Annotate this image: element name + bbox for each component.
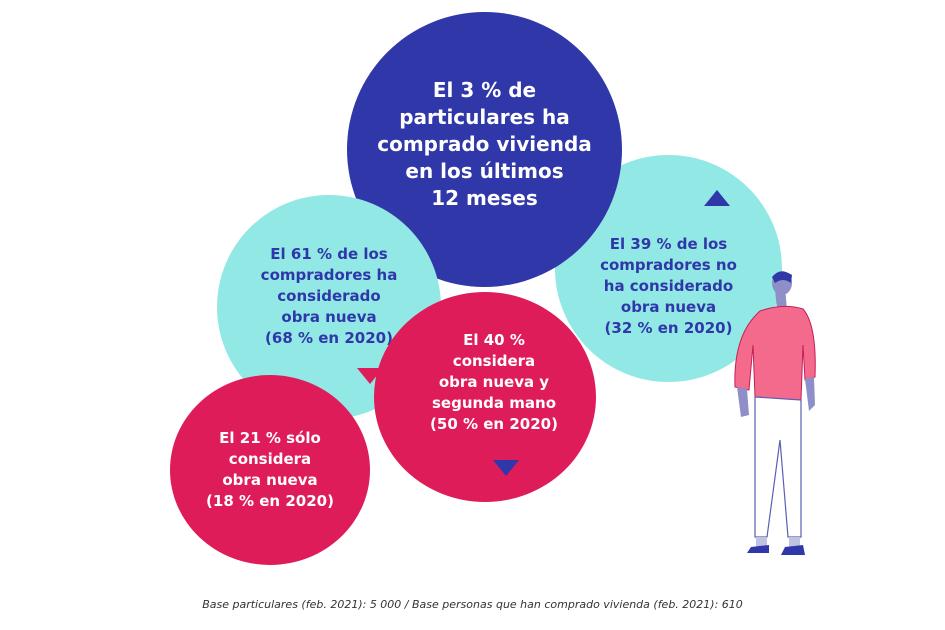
bubble-text: El 21 % sólo considera obra nueva (18 % … — [206, 429, 334, 510]
bubble-not-considered-new: El 39 % de los compradores no ha conside… — [555, 155, 782, 382]
footnote: Base particulares (feb. 2021): 5 000 / B… — [202, 598, 743, 611]
triangle-up-icon — [704, 190, 730, 206]
triangle-down-icon — [493, 460, 519, 476]
bubble-text: El 3 % de particulares ha comprado vivie… — [377, 78, 592, 210]
bubble-new-and-second-hand: El 40 % considera obra nueva y segunda m… — [374, 292, 596, 502]
bubble-text: El 40 % considera obra nueva y segunda m… — [430, 330, 558, 433]
person-illustration — [734, 271, 816, 555]
bubble-text: El 39 % de los compradores no ha conside… — [600, 235, 737, 337]
bubble-only-new: El 21 % sólo considera obra nueva (18 % … — [170, 375, 370, 565]
bubble-text: El 61 % de los compradores ha considerad… — [260, 244, 398, 347]
